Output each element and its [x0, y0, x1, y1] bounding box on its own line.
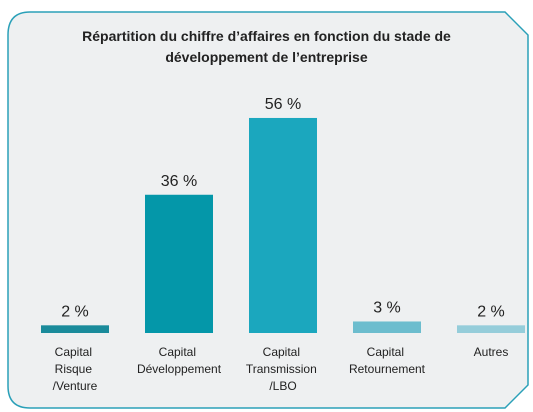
chart-title: Répartition du chiffre d’affaires en fon…	[82, 28, 451, 65]
value-label: 2 %	[477, 303, 505, 320]
x-tick-label: Capital Retournement	[349, 345, 426, 376]
x-tick-label: Capital Transmission /LBO	[246, 345, 320, 393]
value-label: 3 %	[373, 299, 401, 316]
value-label: 36 %	[161, 173, 197, 190]
value-label: 2 %	[61, 303, 89, 320]
x-tick-label: Capital Développement	[137, 345, 222, 376]
bar	[145, 194, 213, 333]
x-tick-label: Autres	[474, 345, 509, 359]
value-label: 56 %	[265, 96, 301, 113]
x-tick-label: Capital Risque /Venture	[53, 345, 98, 393]
bar	[353, 321, 421, 333]
bar	[41, 325, 109, 333]
bar	[457, 325, 525, 333]
bar	[249, 117, 317, 334]
